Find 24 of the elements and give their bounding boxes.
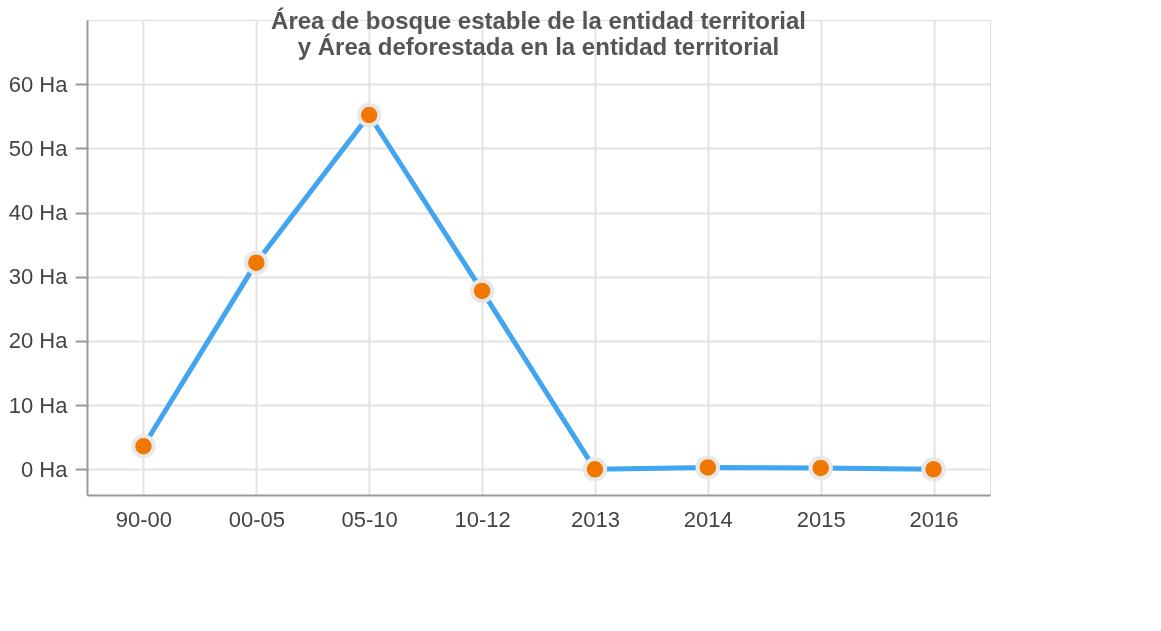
y-tick-label: 40 Ha [8,200,69,226]
point [582,457,608,482]
x-tick-label: 2013 [570,506,620,532]
x-tick-label: 00-05 [228,506,285,532]
x-tick-label: 90-00 [115,506,173,532]
point [695,455,721,480]
x-tick-label: 10-12 [454,506,511,532]
chart-title: Área de bosque estable de la entidad territorial y Área deforestada en la entidad territorial [271,7,806,60]
point [131,433,156,459]
x-tick-label: 2016 [909,506,959,532]
point [244,250,269,275]
point [921,457,946,482]
point [469,278,495,304]
point [808,455,833,481]
y-tick-label: 20 Ha [8,328,69,354]
y-tick-label: 30 Ha [8,264,69,290]
y-tick-label: 60 Ha [8,71,69,97]
y-tick-label: 10 Ha [8,392,69,418]
y-tick-label: 0 Ha [21,456,69,482]
x-tick-label: 05-10 [341,506,398,532]
point [356,102,382,128]
x-tick-label: 2015 [796,506,846,532]
x-tick-label: 2014 [683,506,733,532]
y-tick-label: 50 Ha [8,135,69,161]
